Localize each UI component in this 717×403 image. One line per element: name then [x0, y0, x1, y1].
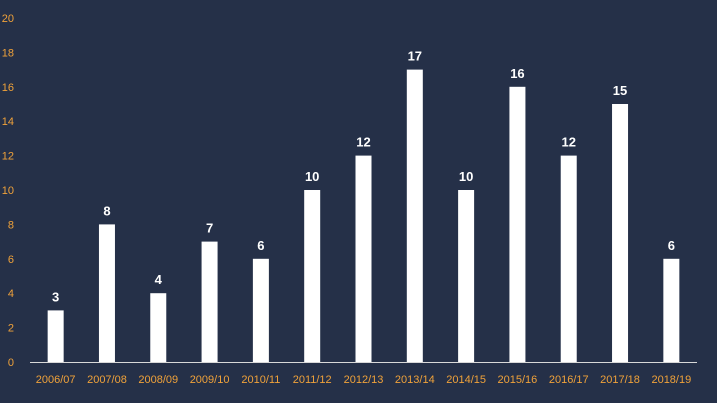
bar [252, 258, 269, 362]
bar [355, 155, 372, 362]
x-tick-label: 2007/08 [87, 374, 127, 386]
x-tick-label: 2013/14 [395, 374, 435, 386]
x-axis-ticks: 2006/07 2007/08 2008/09 2009/10 2010/11 2011/… [36, 374, 691, 386]
y-tick-label: 10 [2, 185, 14, 197]
y-tick-label: 16 [2, 82, 14, 94]
bars [47, 69, 680, 363]
x-tick-label: 2006/07 [36, 374, 76, 386]
y-tick-label: 2 [8, 323, 14, 335]
data-label: 17 [408, 49, 422, 64]
x-tick-label: 2012/13 [344, 374, 384, 386]
data-label: 16 [510, 66, 524, 81]
x-tick-label: 2017/18 [600, 374, 640, 386]
x-tick-label: 2018/19 [651, 374, 691, 386]
y-tick-label: 8 [8, 219, 14, 231]
bar [150, 293, 167, 362]
bar [304, 190, 321, 362]
data-label: 3 [52, 289, 59, 304]
x-tick-label: 2009/10 [190, 374, 230, 386]
y-axis-ticks: 0 2 4 6 8 10 12 14 16 18 20 [2, 13, 14, 369]
bar [47, 310, 64, 362]
y-tick-label: 12 [2, 151, 14, 163]
bar [612, 104, 629, 362]
y-tick-label: 14 [2, 116, 14, 128]
y-tick-label: 20 [2, 13, 14, 25]
data-label: 10 [305, 169, 319, 184]
y-tick-label: 0 [8, 357, 14, 369]
x-tick-label: 2016/17 [549, 374, 589, 386]
x-tick-label: 2010/11 [241, 374, 280, 386]
y-tick-label: 6 [8, 254, 14, 266]
bar [201, 241, 218, 362]
data-label: 6 [668, 238, 675, 253]
bar [458, 190, 475, 362]
data-label: 12 [561, 135, 575, 150]
data-label: 8 [103, 203, 110, 218]
bar [406, 69, 423, 362]
y-tick-label: 18 [2, 47, 14, 59]
y-tick-label: 4 [8, 288, 14, 300]
x-tick-label: 2011/12 [293, 374, 332, 386]
data-label: 12 [356, 135, 370, 150]
x-tick-label: 2015/16 [498, 374, 538, 386]
bar [663, 258, 680, 362]
bar [560, 155, 577, 362]
bar [98, 224, 115, 362]
data-label: 4 [155, 272, 163, 287]
data-label: 7 [206, 221, 213, 236]
x-tick-label: 2014/15 [446, 374, 486, 386]
x-tick-label: 2008/09 [138, 374, 178, 386]
data-label: 10 [459, 169, 473, 184]
data-label: 15 [613, 83, 627, 98]
data-labels: 3 8 4 7 6 10 12 17 10 16 12 15 6 [52, 49, 675, 305]
bar [509, 86, 526, 363]
data-label: 6 [257, 238, 264, 253]
